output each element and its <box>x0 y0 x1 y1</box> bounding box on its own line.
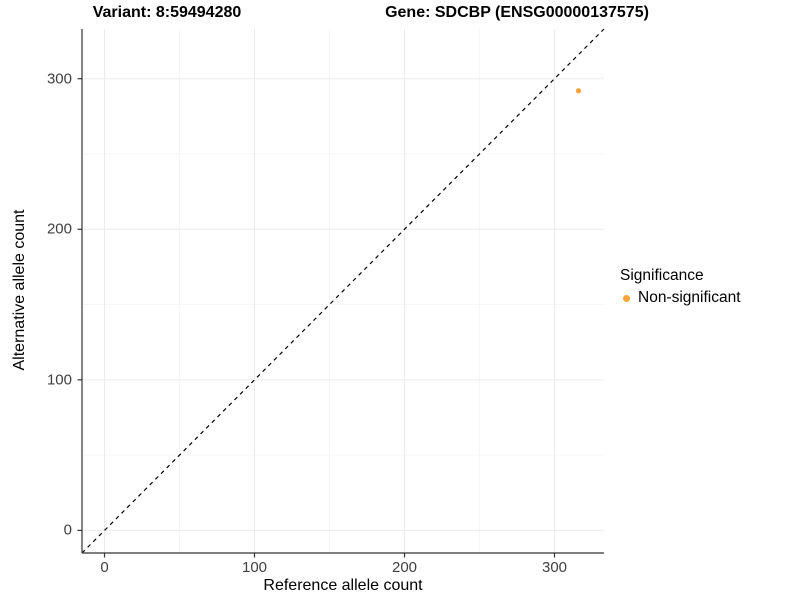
legend-entry-label: Non-significant <box>638 289 741 306</box>
identity-dashed-line <box>81 28 605 554</box>
x-tick-label: 300 <box>541 559 568 576</box>
gene-title: Gene: SDCBP (ENSG00000137575) <box>385 4 649 21</box>
legend-key <box>618 290 635 307</box>
y-axis-title: Alternative allele count <box>11 209 28 371</box>
legend-title: Significance <box>620 267 704 284</box>
x-tick-label: 0 <box>100 559 109 576</box>
legend-point-icon <box>623 294 630 302</box>
x-tick-label: 200 <box>391 559 418 576</box>
y-tick-label: 200 <box>46 220 72 238</box>
legend-entry: Non-significant <box>618 289 741 307</box>
y-tick-label: 0 <box>63 521 72 539</box>
y-tick-label: 100 <box>46 371 72 389</box>
data-point <box>575 88 582 94</box>
x-tick-label: 100 <box>241 559 268 576</box>
y-tick-label: 300 <box>46 70 72 88</box>
variant-title: Variant: 8:59494280 <box>92 4 242 21</box>
legend: Significance Non-significant <box>618 267 741 307</box>
x-axis-title: Reference allele count <box>263 577 423 594</box>
